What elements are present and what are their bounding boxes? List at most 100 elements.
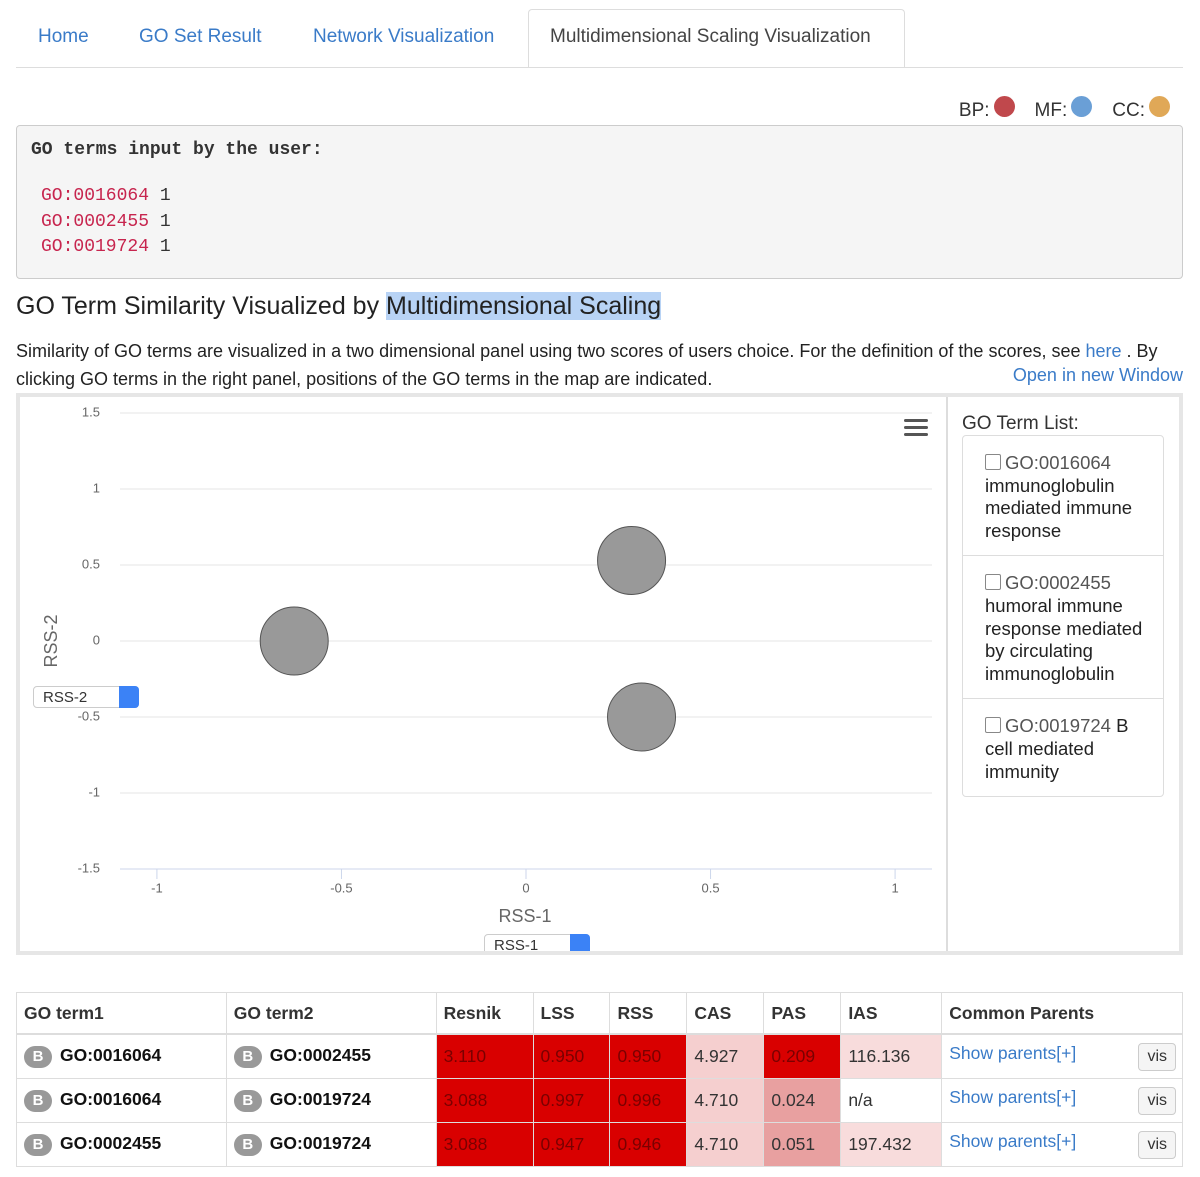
score-cell: 3.110 (435, 1033, 534, 1079)
term-cell: B GO:0002455 (225, 1033, 437, 1079)
legend-dot (1149, 96, 1170, 117)
point (597, 525, 667, 595)
score-cell: 0.996 (609, 1078, 688, 1123)
term: GO:0016064 (60, 1045, 162, 1065)
legend-label: CC: (1112, 100, 1145, 121)
go-count: 1 (159, 237, 171, 257)
vis-button[interactable]: vis (1138, 1086, 1176, 1115)
x-tick-label: -0.5 (330, 880, 352, 895)
term-item[interactable]: GO:0002455 humoral immune response media… (963, 555, 1163, 698)
term-cell: B GO:0002455 (16, 1122, 227, 1167)
tab[interactable]: Network Visualization (313, 26, 495, 47)
term-cell: B GO:0016064 (16, 1033, 227, 1079)
heading-highlight: Multidimensional Scaling (386, 292, 662, 320)
column-header: Common Parents (941, 992, 1183, 1035)
heading: GO Term Similarity Visualized by Multidi… (16, 292, 662, 321)
similarity-table: GO term1 GO term2 Resnik LSS RSS CAS PAS IAS Com… (16, 992, 1183, 1167)
term-name: immunoglobulin mediated immune response (985, 474, 1133, 541)
term-cell: B GO:0019724 (225, 1122, 437, 1167)
legend-item: MF: (1035, 96, 1093, 122)
y-select[interactable]: RSS-2 (33, 686, 139, 708)
parents-cell: Show parents[+] vis (941, 1078, 1183, 1123)
tab[interactable]: GO Set Result (139, 26, 262, 47)
badge: B (24, 1090, 52, 1112)
badge: B (233, 1046, 262, 1068)
point (259, 606, 329, 676)
y-tick-label: 0 (93, 632, 100, 647)
y-tick-label: -1.5 (78, 860, 100, 875)
score-cell: 197.432 (840, 1122, 943, 1167)
score-cell: 0.950 (609, 1033, 688, 1079)
parents-cell: Show parents[+] vis (941, 1122, 1183, 1167)
legend-item: BP: (959, 96, 1015, 122)
score-cell: 0.950 (532, 1033, 611, 1079)
score-cell: 0.946 (609, 1122, 688, 1167)
badge: B (233, 1134, 262, 1156)
show-parents-link[interactable]: Show parents[+] (949, 1130, 1077, 1151)
term-item[interactable]: GO:0016064 immunoglobulin mediated immun… (963, 436, 1163, 555)
term-item[interactable]: GO:0019724 B cell mediated immunity (963, 698, 1163, 796)
input-line: GO:0019724 1 (31, 235, 1168, 261)
desc-text: Similarity of GO terms are visualized in… (16, 341, 1086, 361)
score-cell: 0.209 (763, 1033, 842, 1079)
show-parents-link[interactable]: Show parents[+] (949, 1042, 1077, 1063)
here-link[interactable]: here (1085, 341, 1122, 361)
x-tick-label: -1 (151, 880, 163, 895)
tab[interactable]: Multidimensional Scaling Visualization (550, 26, 871, 47)
input-box: GO terms input by the user: GO:0016064 1… (16, 125, 1183, 279)
term: GO:0019724 (269, 1133, 371, 1153)
active-tab[interactable] (528, 9, 905, 67)
y-tick-label: 0.5 (82, 556, 100, 571)
term: GO:0016064 (60, 1089, 162, 1109)
checkbox[interactable] (985, 717, 1001, 734)
go-id: GO:0016064 (41, 186, 150, 206)
table-row: B GO:0002455 B GO:0019724 3.088 0.947 0.946 4.7… (16, 1122, 1183, 1167)
score-cell: 4.927 (686, 1033, 765, 1079)
vis-button[interactable]: vis (1138, 1042, 1176, 1071)
y-tick-label: -1 (88, 784, 100, 799)
legend-label: MF: (1034, 100, 1068, 121)
tab[interactable]: Home (38, 26, 89, 47)
checkbox[interactable] (985, 574, 1001, 591)
desc-text: . By clicking GO terms in the right pane… (16, 341, 1158, 389)
heading-text: GO Term Similarity Visualized by (16, 292, 387, 320)
column-header: PAS (763, 992, 842, 1035)
y-axis-label: RSS-2 (41, 614, 61, 667)
x-select[interactable]: RSS-1 (484, 934, 590, 951)
go-id: GO:0019724 (41, 237, 150, 257)
checkbox[interactable] (985, 454, 1001, 470)
table-row: B GO:0016064 B GO:0019724 3.088 0.997 0.996 4.7… (16, 1078, 1183, 1123)
legend-label: BP: (958, 100, 990, 121)
description: Similarity of GO terms are visualized in… (16, 337, 1186, 393)
go-id: GO:0002455 (41, 211, 150, 232)
term: GO:0002455 (60, 1133, 162, 1153)
go-count: 1 (159, 186, 171, 206)
column-header: CAS (686, 992, 765, 1035)
go-count: 1 (159, 211, 171, 232)
badge: B (24, 1046, 52, 1068)
chart-panel: -1.5 -1 -0.5 0 0.5 1 1.5 -1 -0.5 0 0.5 1 RSS-1 RSS-2 … (16, 393, 1183, 955)
score-cell: 3.088 (435, 1122, 534, 1167)
vis-button[interactable]: vis (1138, 1130, 1176, 1159)
score-cell: 0.024 (763, 1078, 842, 1123)
badge: B (24, 1134, 52, 1156)
point (607, 682, 677, 752)
score-cell: 4.710 (686, 1078, 765, 1123)
x-tick-label: 0 (522, 880, 529, 895)
menu-icon[interactable] (904, 419, 928, 436)
table-row: B GO:0016064 B GO:0002455 3.110 0.950 0.950 4.9… (16, 1033, 1183, 1079)
chart: -1.5 -1 -0.5 0 0.5 1 1.5 -1 -0.5 0 0.5 1 RSS-1 RSS-2 (41, 404, 932, 926)
input-line: GO:0002455 1 (31, 210, 1168, 236)
column-header: IAS (840, 992, 943, 1035)
input-title: GO terms input by the user: (31, 140, 323, 160)
show-parents-link[interactable]: Show parents[+] (949, 1086, 1077, 1107)
term-name: B cell mediated immunity (985, 715, 1129, 782)
term: GO:0002455 (269, 1045, 371, 1065)
term-name: humoral immune response mediated by circ… (985, 594, 1143, 684)
score-cell: 116.136 (840, 1033, 943, 1079)
tab-divider (16, 67, 1183, 68)
open-window-link[interactable]: Open in new Window (1012, 365, 1183, 385)
term-id: GO:0002455 (1005, 572, 1111, 594)
term: GO:0019724 (269, 1089, 371, 1109)
